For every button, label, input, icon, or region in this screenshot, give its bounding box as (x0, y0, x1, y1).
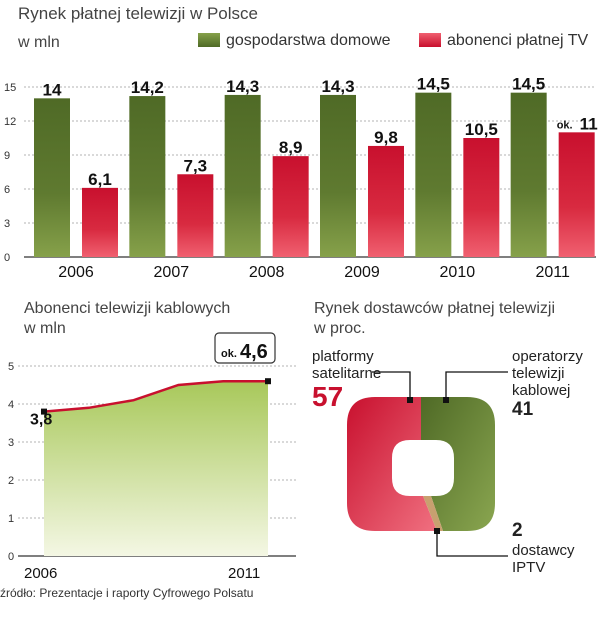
bar-subscribers-prefix: ok. (557, 119, 573, 131)
pie-chart-title: Rynek dostawców płatnej telewizji (314, 300, 555, 317)
line-point (265, 378, 271, 385)
bar-subscribers-label: 9,8 (374, 128, 398, 147)
pie-slice-cable (421, 397, 495, 531)
pie-slice-satellite (347, 397, 437, 531)
last-value-callout (214, 332, 276, 364)
last-value-label: 4,6 (240, 341, 268, 363)
line-x-tick-end: 2011 (228, 565, 260, 582)
label-cable-line2: telewizji (512, 365, 565, 382)
bar-x-tick-label: 2011 (535, 264, 570, 281)
label-cable-line1: operatorzy (512, 348, 583, 365)
pie-chart (347, 371, 508, 557)
label-satellite-value: 57 (312, 381, 344, 412)
area-fill (44, 381, 268, 556)
bar-households (320, 94, 356, 257)
bar-subscribers (368, 145, 404, 257)
line-point (41, 408, 47, 415)
bar-y-tick-label: 6 (4, 184, 10, 196)
bar-subscribers (463, 138, 500, 257)
bar-subscribers (272, 156, 309, 257)
bar-households-label: 14,3 (321, 77, 354, 96)
line-y-tick-label: 5 (8, 361, 14, 373)
bar-y-tick-label: 15 (4, 82, 16, 94)
bar-subscribers (558, 132, 595, 257)
label-iptv-line1: dostawcy (512, 542, 575, 559)
legend-label-households: gospodarstwa domowe (226, 32, 391, 49)
bar-x-tick-label: 2007 (154, 264, 190, 281)
label-cable-line3: kablowej (512, 382, 571, 399)
line-chart-title: Abonenci telewizji kablowych (24, 300, 231, 317)
line-y-tick-label: 3 (8, 437, 14, 449)
bar-x-tick-label: 2008 (249, 264, 285, 281)
line-chart: 0 1 2 3 4 5 3,8 ok. 4,6 2006 2011 (8, 332, 296, 582)
bar-y-tick-label: 3 (4, 218, 10, 230)
bar-chart-unit: w mln (18, 34, 60, 51)
bar-subscribers (82, 187, 118, 257)
bar-households-label: 14 (43, 80, 62, 99)
line-chart-unit: w mln (24, 320, 66, 337)
bar-subscribers-label: 7,3 (184, 156, 208, 175)
connector-iptv-dot (434, 528, 440, 534)
label-satellite: platformy satelitarne 57 (312, 348, 381, 412)
bar-households (129, 96, 166, 257)
bar-subscribers-label: 6,1 (88, 170, 112, 189)
label-iptv-line2: IPTV (512, 559, 546, 576)
label-iptv-value: 2 (512, 520, 523, 541)
pie-chart-unit: w proc. (314, 320, 366, 337)
connector-iptv (436, 531, 508, 557)
legend-households: gospodarstwa domowe (198, 32, 391, 50)
legend-swatch-red (419, 33, 441, 47)
bar-households-label: 14,3 (226, 77, 259, 96)
label-satellite-line2: satelitarne (312, 365, 382, 382)
bar-households (224, 94, 261, 257)
connector-cable (445, 371, 508, 400)
bar-x-tick-label: 2006 (58, 264, 94, 281)
bar-households (510, 92, 547, 258)
bar-households (34, 98, 70, 257)
legend-swatch-green (198, 33, 220, 47)
connector-satellite-dot (407, 397, 413, 403)
bar-subscribers-label: 10,5 (465, 120, 498, 139)
bar-households-label: 14,5 (417, 75, 450, 94)
label-cable-value: 41 (512, 399, 534, 420)
connector-satellite (372, 371, 411, 400)
line-first-label: 3,8 (30, 412, 52, 429)
bar-y-tick-label: 9 (4, 150, 10, 162)
line-y-tick-label: 0 (8, 551, 14, 563)
line-x-tick-start: 2006 (24, 565, 57, 582)
area-line (43, 379, 268, 413)
bar-chart: 0 3 6 9 12 15 14 6,1 2006 14,2 7,3 2007 14,3 8,9 2008 1… (4, 75, 598, 281)
line-y-tick-label: 4 (8, 399, 14, 411)
bar-x-tick-label: 2010 (440, 264, 476, 281)
bar-y-tick-label: 0 (4, 252, 10, 264)
bar-households-label: 14,2 (131, 78, 164, 97)
line-y-tick-label: 2 (8, 475, 14, 487)
label-iptv: 2 dostawcy IPTV (512, 520, 575, 576)
bar-y-tick-label: 12 (4, 116, 16, 128)
bar-households-label: 14,5 (512, 75, 545, 94)
bar-subscribers-label: 11 (580, 114, 598, 133)
line-y-tick-label: 1 (8, 513, 14, 525)
label-satellite-line1: platformy (312, 348, 374, 365)
label-cable: operatorzy telewizji kablowej 41 (512, 348, 583, 421)
bar-subscribers (177, 174, 214, 257)
source-note: źródło: Prezentacje i raporty Cyfrowego … (0, 586, 254, 600)
last-value-prefix: ok. (221, 348, 237, 360)
legend-subscribers: abonenci płatnej TV (419, 32, 588, 50)
bar-subscribers-label: 8,9 (279, 138, 303, 157)
bar-households (415, 92, 452, 258)
legend-label-subscribers: abonenci płatnej TV (447, 32, 589, 49)
pie-slice-iptv (423, 496, 443, 531)
connector-cable-dot (443, 397, 449, 403)
bar-chart-title: Rynek płatnej telewizji w Polsce (18, 4, 258, 23)
bar-x-tick-label: 2009 (344, 264, 380, 281)
